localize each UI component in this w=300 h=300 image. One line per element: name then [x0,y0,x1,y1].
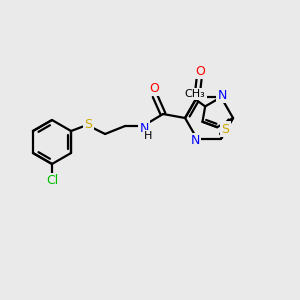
Text: S: S [84,118,92,130]
Text: Cl: Cl [46,175,58,188]
Text: S: S [221,123,229,136]
Text: N: N [190,134,200,147]
Text: CH₃: CH₃ [185,89,206,99]
Text: O: O [149,82,159,94]
Text: N: N [140,122,149,134]
Text: H: H [144,131,152,141]
Text: O: O [195,65,205,78]
Text: N: N [218,89,227,102]
